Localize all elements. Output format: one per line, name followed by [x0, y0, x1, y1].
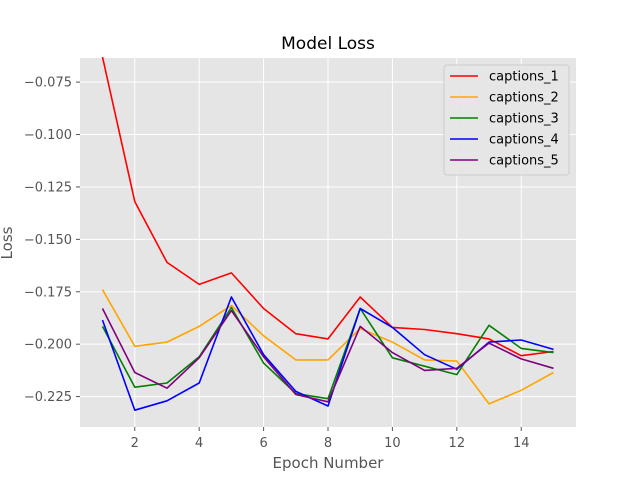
x-tick-label: 6 — [259, 436, 267, 451]
y-tick-label: −0.200 — [24, 338, 72, 353]
y-tick-label: −0.150 — [24, 233, 72, 248]
x-tick-label: 4 — [195, 436, 203, 451]
legend: captions_1 captions_2 captions_3 captions_4… — [443, 64, 570, 176]
y-tick-label: −0.100 — [24, 128, 72, 143]
x-tick-label: 8 — [324, 436, 332, 451]
y-axis-label: Loss — [0, 226, 16, 259]
x-axis-label: Epoch Number — [273, 454, 385, 472]
x-axis-ticks: 2 4 6 8 10 12 14 — [131, 427, 530, 451]
y-tick-label: −0.075 — [24, 76, 72, 91]
y-axis-ticks: −0.225 −0.200 −0.175 −0.150 −0.125 −0.100 −0.0… — [24, 76, 80, 405]
y-tick-label: −0.225 — [24, 390, 72, 405]
legend-box — [443, 64, 570, 176]
y-tick-label: −0.175 — [24, 285, 72, 300]
x-tick-label: 10 — [384, 436, 401, 451]
chart-title: Model Loss — [281, 34, 375, 54]
y-tick-label: −0.125 — [24, 180, 72, 195]
x-tick-label: 12 — [449, 436, 466, 451]
legend-label: captions_5 — [489, 154, 559, 169]
x-tick-label: 2 — [131, 436, 139, 451]
x-tick-label: 14 — [513, 436, 530, 451]
series-line-captions_1 — [101, 56, 554, 357]
series-lines — [101, 56, 554, 412]
series-line-captions_5 — [101, 308, 554, 403]
legend-label: captions_2 — [489, 91, 559, 106]
series-line-captions_2 — [101, 289, 554, 405]
legend-label: captions_4 — [489, 133, 559, 148]
legend-label: captions_1 — [489, 70, 559, 85]
legend-label: captions_3 — [489, 112, 559, 127]
series-line-captions_3 — [101, 306, 554, 400]
